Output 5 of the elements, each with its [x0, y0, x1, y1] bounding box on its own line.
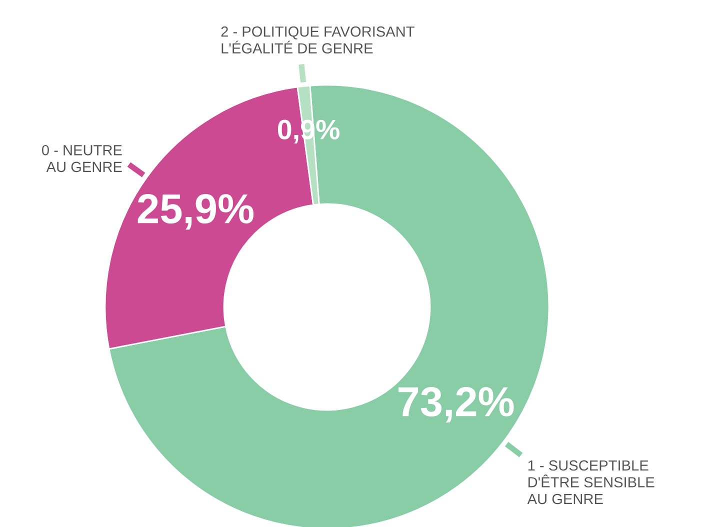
data-label: 73,2%	[398, 386, 514, 423]
slice-label: 0 - NEUTRE AU GENRE	[42, 145, 122, 172]
data-label: 25,9%	[138, 194, 254, 230]
slice-label: 1 - SUSCEPTIBLE D'ÊTRE SENSIBLE AU GENRE	[527, 460, 654, 504]
slice-label: 2 - POLITIQUE FAVORISANT L'ÉGALITÉ DE GENRE	[221, 26, 414, 54]
